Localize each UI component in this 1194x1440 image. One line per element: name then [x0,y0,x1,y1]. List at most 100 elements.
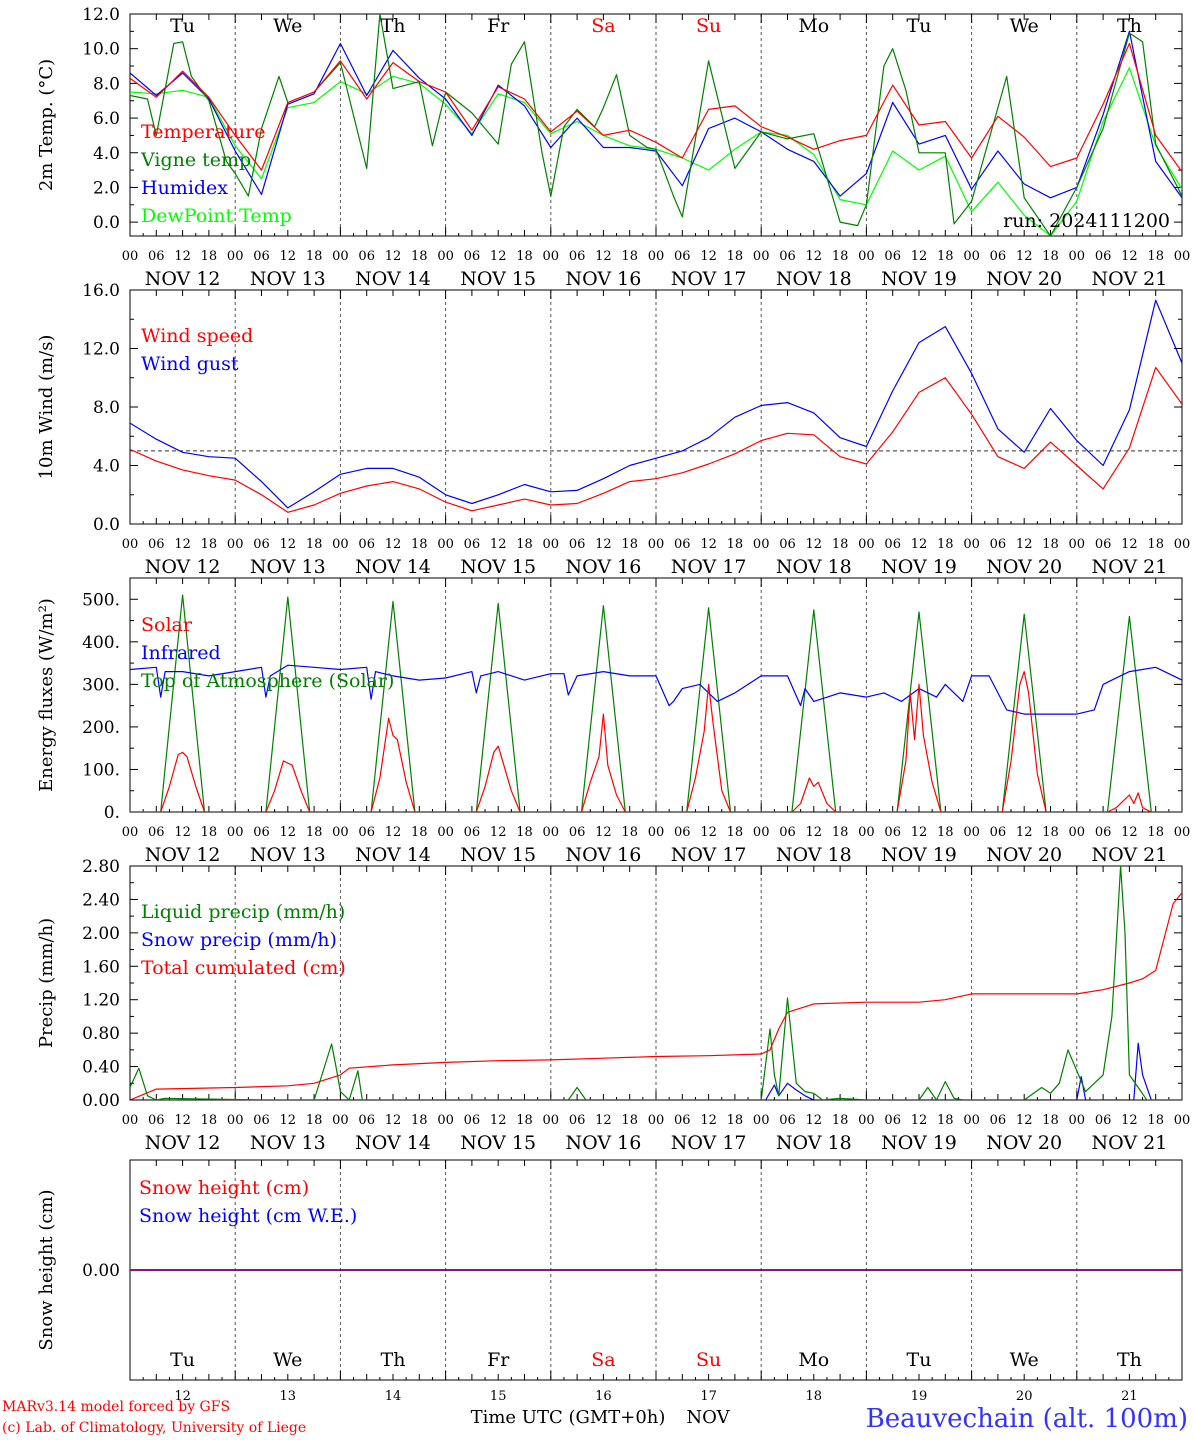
day-number-label: 21 [1121,1389,1138,1404]
hour-tick-label: 00 [543,249,560,264]
hour-tick-label: 06 [779,249,796,264]
date-label: NOV 16 [565,844,641,866]
hour-tick-label: 00 [332,249,349,264]
hour-tick-label: 06 [148,1113,165,1128]
legend-entry: Snow height (cm W.E.) [139,1205,357,1227]
day-label: Sa [591,15,615,37]
hour-tick-label: 00 [963,249,980,264]
hour-tick-label: 00 [1069,825,1086,840]
hour-tick-label: 12 [911,537,928,552]
date-label: NOV 20 [986,844,1062,866]
hour-tick-label: 00 [437,249,454,264]
day-label: Th [381,15,406,37]
hour-tick-label: 06 [358,249,375,264]
hour-tick-label: 06 [464,537,481,552]
series-line-infrared [130,664,1182,715]
series-line-total-cumulated-cm [130,892,1182,1100]
hour-tick-label: 18 [201,249,218,264]
hour-tick-label: 18 [306,249,323,264]
hour-tick-label: 06 [253,825,270,840]
hour-tick-label: 12 [700,1113,717,1128]
hour-tick-label: 12 [280,249,297,264]
hour-tick-label: 00 [858,1113,875,1128]
hour-tick-label: 00 [1174,1113,1191,1128]
hour-tick-label: 00 [858,249,875,264]
hour-tick-label: 06 [253,537,270,552]
run-annotation: run: 2024111200 [1003,210,1170,232]
date-label: NOV 13 [250,1132,326,1154]
panel-precip: 0.00 0.40 0.80 1.20 1.60 2.00 2.40 2.80 Precip (… [36,857,1190,1154]
date-label: NOV 21 [1091,556,1167,578]
hour-tick-label: 12 [806,537,823,552]
hour-tick-label: 18 [1147,537,1164,552]
hour-tick-label: 18 [937,537,954,552]
day-label: We [273,1349,302,1371]
date-label: NOV 18 [776,556,852,578]
hour-tick-label: 00 [963,1113,980,1128]
legend-entry: Wind gust [141,353,239,375]
hour-tick-label: 18 [727,1113,744,1128]
hour-tick-label: 06 [1095,537,1112,552]
hour-tick-label: 18 [201,825,218,840]
day-number-label: 12 [174,1389,191,1404]
hour-tick-label: 00 [1069,249,1086,264]
hour-tick-label: 18 [516,825,533,840]
hour-tick-label: 18 [411,825,428,840]
legend-entry: Liquid precip (mm/h) [141,901,345,923]
hour-tick-label: 00 [753,825,770,840]
panels-group: 0.0 2.0 4.0 6.0 8.0 10.0 12.0 2m Temp. (°C) Temp… [36,5,1190,1404]
day-number-label: 13 [280,1389,297,1404]
day-number-label: 15 [490,1389,507,1404]
hour-tick-label: 18 [516,249,533,264]
hour-tick-label: 00 [963,537,980,552]
date-label: NOV 13 [250,844,326,866]
hour-tick-label: 06 [884,1113,901,1128]
hour-tick-label: 06 [358,1113,375,1128]
hour-tick-label: 12 [806,825,823,840]
series-line-solar [130,670,1182,812]
day-number-label: 19 [911,1389,928,1404]
hour-tick-label: 06 [464,249,481,264]
y-tick-label: 100. [82,760,120,780]
panel-energy: 0. 100. 200. 300. 400. 500. Energy fluxes (W/m… [36,577,1190,866]
hour-tick-label: 06 [674,537,691,552]
hour-tick-label: 06 [884,825,901,840]
day-label: Fr [487,15,510,37]
hour-tick-label: 00 [648,537,665,552]
date-label: NOV 12 [145,268,221,290]
hour-tick-label: 06 [990,825,1007,840]
footer-copyright-line: (c) Lab. of Climatology, University of L… [2,1420,306,1436]
legend-entry: Top of Atmosphere (Solar) [141,670,394,692]
hour-tick-label: 06 [464,825,481,840]
day-number-label: 16 [595,1389,612,1404]
hour-tick-label: 18 [1042,249,1059,264]
hour-tick-label: 06 [779,825,796,840]
hour-tick-label: 06 [884,249,901,264]
y-tick-label: 0.80 [82,1024,120,1044]
series-line-liquid-precip-mm-h [130,866,1182,1100]
series-line-wind-gust [130,299,1182,509]
day-label: Mo [798,15,829,37]
legend-entry: Total cumulated (cm) [141,957,346,979]
hour-tick-label: 12 [174,825,191,840]
date-label: NOV 15 [460,1132,536,1154]
hour-tick-label: 18 [201,537,218,552]
hour-tick-label: 12 [1016,1113,1033,1128]
hour-tick-label: 06 [674,1113,691,1128]
legend-entry: Snow height (cm) [139,1177,309,1199]
y-tick-label: 2.40 [82,890,120,910]
hour-tick-label: 18 [1147,825,1164,840]
y-tick-label: 2.80 [82,857,120,877]
day-label: We [273,15,302,37]
hour-tick-label: 18 [1042,1113,1059,1128]
hour-tick-label: 00 [122,1113,139,1128]
hour-tick-label: 18 [937,825,954,840]
hour-tick-label: 06 [1095,1113,1112,1128]
hour-tick-label: 18 [727,825,744,840]
series-group [130,594,1182,812]
date-label: NOV 18 [776,844,852,866]
date-label: NOV 12 [145,556,221,578]
hour-tick-label: 12 [490,537,507,552]
footer-model-line: MARv3.14 model forced by GFS [2,1399,230,1415]
panel-snow: 0.00 Snow height (cm) Snow height (cm) Snow… [36,1159,1183,1404]
